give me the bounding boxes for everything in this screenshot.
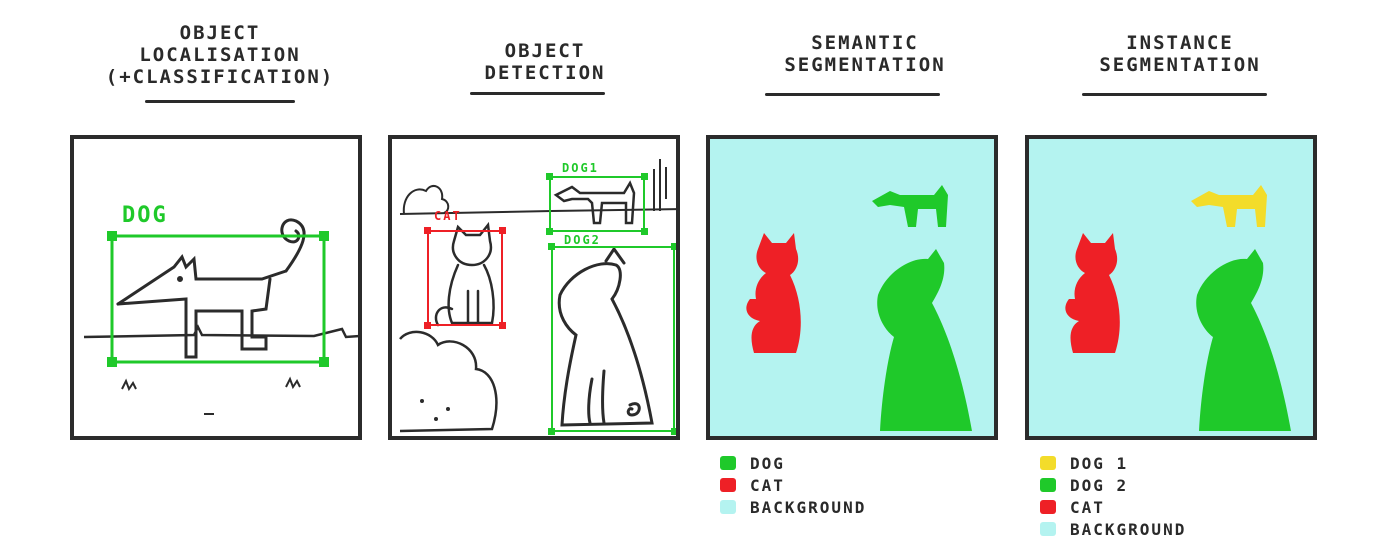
- dog-box-label: DOG: [122, 203, 168, 228]
- cat-mask: [1065, 233, 1120, 353]
- panel-title-detection: OBJECT DETECTION: [445, 40, 645, 84]
- box-corner: [546, 173, 553, 180]
- title-line: OBJECT: [504, 40, 586, 62]
- localisation-illustration: [83, 218, 358, 415]
- instance-frame: [1025, 135, 1317, 440]
- box-corner: [499, 227, 506, 234]
- box-corner: [424, 227, 431, 234]
- legend-label: DOG 1: [1070, 453, 1129, 473]
- semantic-legend: DOG CAT BACKGROUND: [720, 452, 866, 518]
- detection-frame: DOG1 CAT DOG2: [388, 135, 680, 440]
- panel-title-localisation: OBJECT LOCALISATION (+CLASSIFICATION): [95, 22, 345, 88]
- instance-legend: DOG 1 DOG 2 CAT BACKGROUND: [1040, 452, 1186, 540]
- legend-item-cat: CAT: [1040, 496, 1186, 518]
- dog-bounding-box: [110, 234, 326, 364]
- localisation-frame: DOG: [70, 135, 362, 440]
- dog1-mask: [1191, 185, 1267, 227]
- dog2-box-label: DOG2: [564, 233, 601, 247]
- title-underline: [145, 100, 295, 103]
- box-corner: [641, 173, 648, 180]
- box-corner: [319, 231, 329, 241]
- detection-illustration: [399, 159, 676, 435]
- box-corner: [548, 243, 555, 250]
- box-corner: [546, 228, 553, 235]
- dog2-drawing: [557, 246, 654, 427]
- semantic-frame: [706, 135, 998, 440]
- cat-drawing: [434, 221, 495, 327]
- title-line: INSTANCE: [1126, 32, 1234, 54]
- box-corner: [424, 322, 431, 329]
- dog2-mask: [1196, 249, 1291, 431]
- legend-item-dog2: DOG 2: [1040, 474, 1186, 496]
- legend-label: CAT: [750, 475, 785, 495]
- legend-swatch: [1040, 456, 1056, 470]
- legend-swatch: [1040, 478, 1056, 492]
- legend-item-dog1: DOG 1: [1040, 452, 1186, 474]
- title-line: DETECTION: [484, 62, 606, 84]
- dog1-mask: [872, 185, 948, 227]
- dog1-box-label: DOG1: [562, 161, 599, 175]
- title-line: SEGMENTATION: [784, 54, 946, 76]
- legend-item-background: BACKGROUND: [720, 496, 866, 518]
- semantic-illustration: [746, 185, 972, 431]
- box-corner: [548, 428, 555, 435]
- box-corner: [319, 357, 329, 367]
- title-underline: [1082, 93, 1267, 96]
- legend-item-dog: DOG: [720, 452, 866, 474]
- cat-box-label: CAT: [434, 209, 462, 223]
- legend-swatch: [720, 478, 736, 492]
- box-corner: [499, 322, 506, 329]
- title-underline: [765, 93, 940, 96]
- legend-swatch: [1040, 522, 1056, 536]
- instance-illustration: [1065, 185, 1291, 431]
- dog2-mask: [877, 249, 972, 431]
- box-corner: [671, 428, 676, 435]
- legend-label: CAT: [1070, 497, 1105, 517]
- box-corner: [641, 228, 648, 235]
- title-line: SEMANTIC: [811, 32, 919, 54]
- title-line: LOCALISATION: [139, 44, 301, 66]
- legend-item-cat: CAT: [720, 474, 866, 496]
- legend-label: DOG 2: [1070, 475, 1129, 495]
- title-line: (+CLASSIFICATION): [105, 66, 335, 88]
- legend-label: DOG: [750, 453, 785, 473]
- legend-swatch: [720, 456, 736, 470]
- box-corner: [107, 231, 117, 241]
- legend-label: BACKGROUND: [750, 497, 867, 517]
- legend-item-background: BACKGROUND: [1040, 518, 1186, 540]
- box-corner: [671, 243, 676, 250]
- dog2-bounding-box: [551, 246, 675, 432]
- title-underline: [470, 92, 605, 95]
- legend-swatch: [1040, 500, 1056, 514]
- legend-swatch: [720, 500, 736, 514]
- title-line: OBJECT: [179, 22, 261, 44]
- legend-label: BACKGROUND: [1070, 519, 1187, 539]
- dog1-drawing: [553, 180, 636, 225]
- dog-drawing: [116, 218, 306, 359]
- panel-title-instance: INSTANCE SEGMENTATION: [1055, 32, 1305, 76]
- box-corner: [107, 357, 117, 367]
- title-line: SEGMENTATION: [1099, 54, 1261, 76]
- cat-mask: [746, 233, 801, 353]
- panel-title-semantic: SEMANTIC SEGMENTATION: [740, 32, 990, 76]
